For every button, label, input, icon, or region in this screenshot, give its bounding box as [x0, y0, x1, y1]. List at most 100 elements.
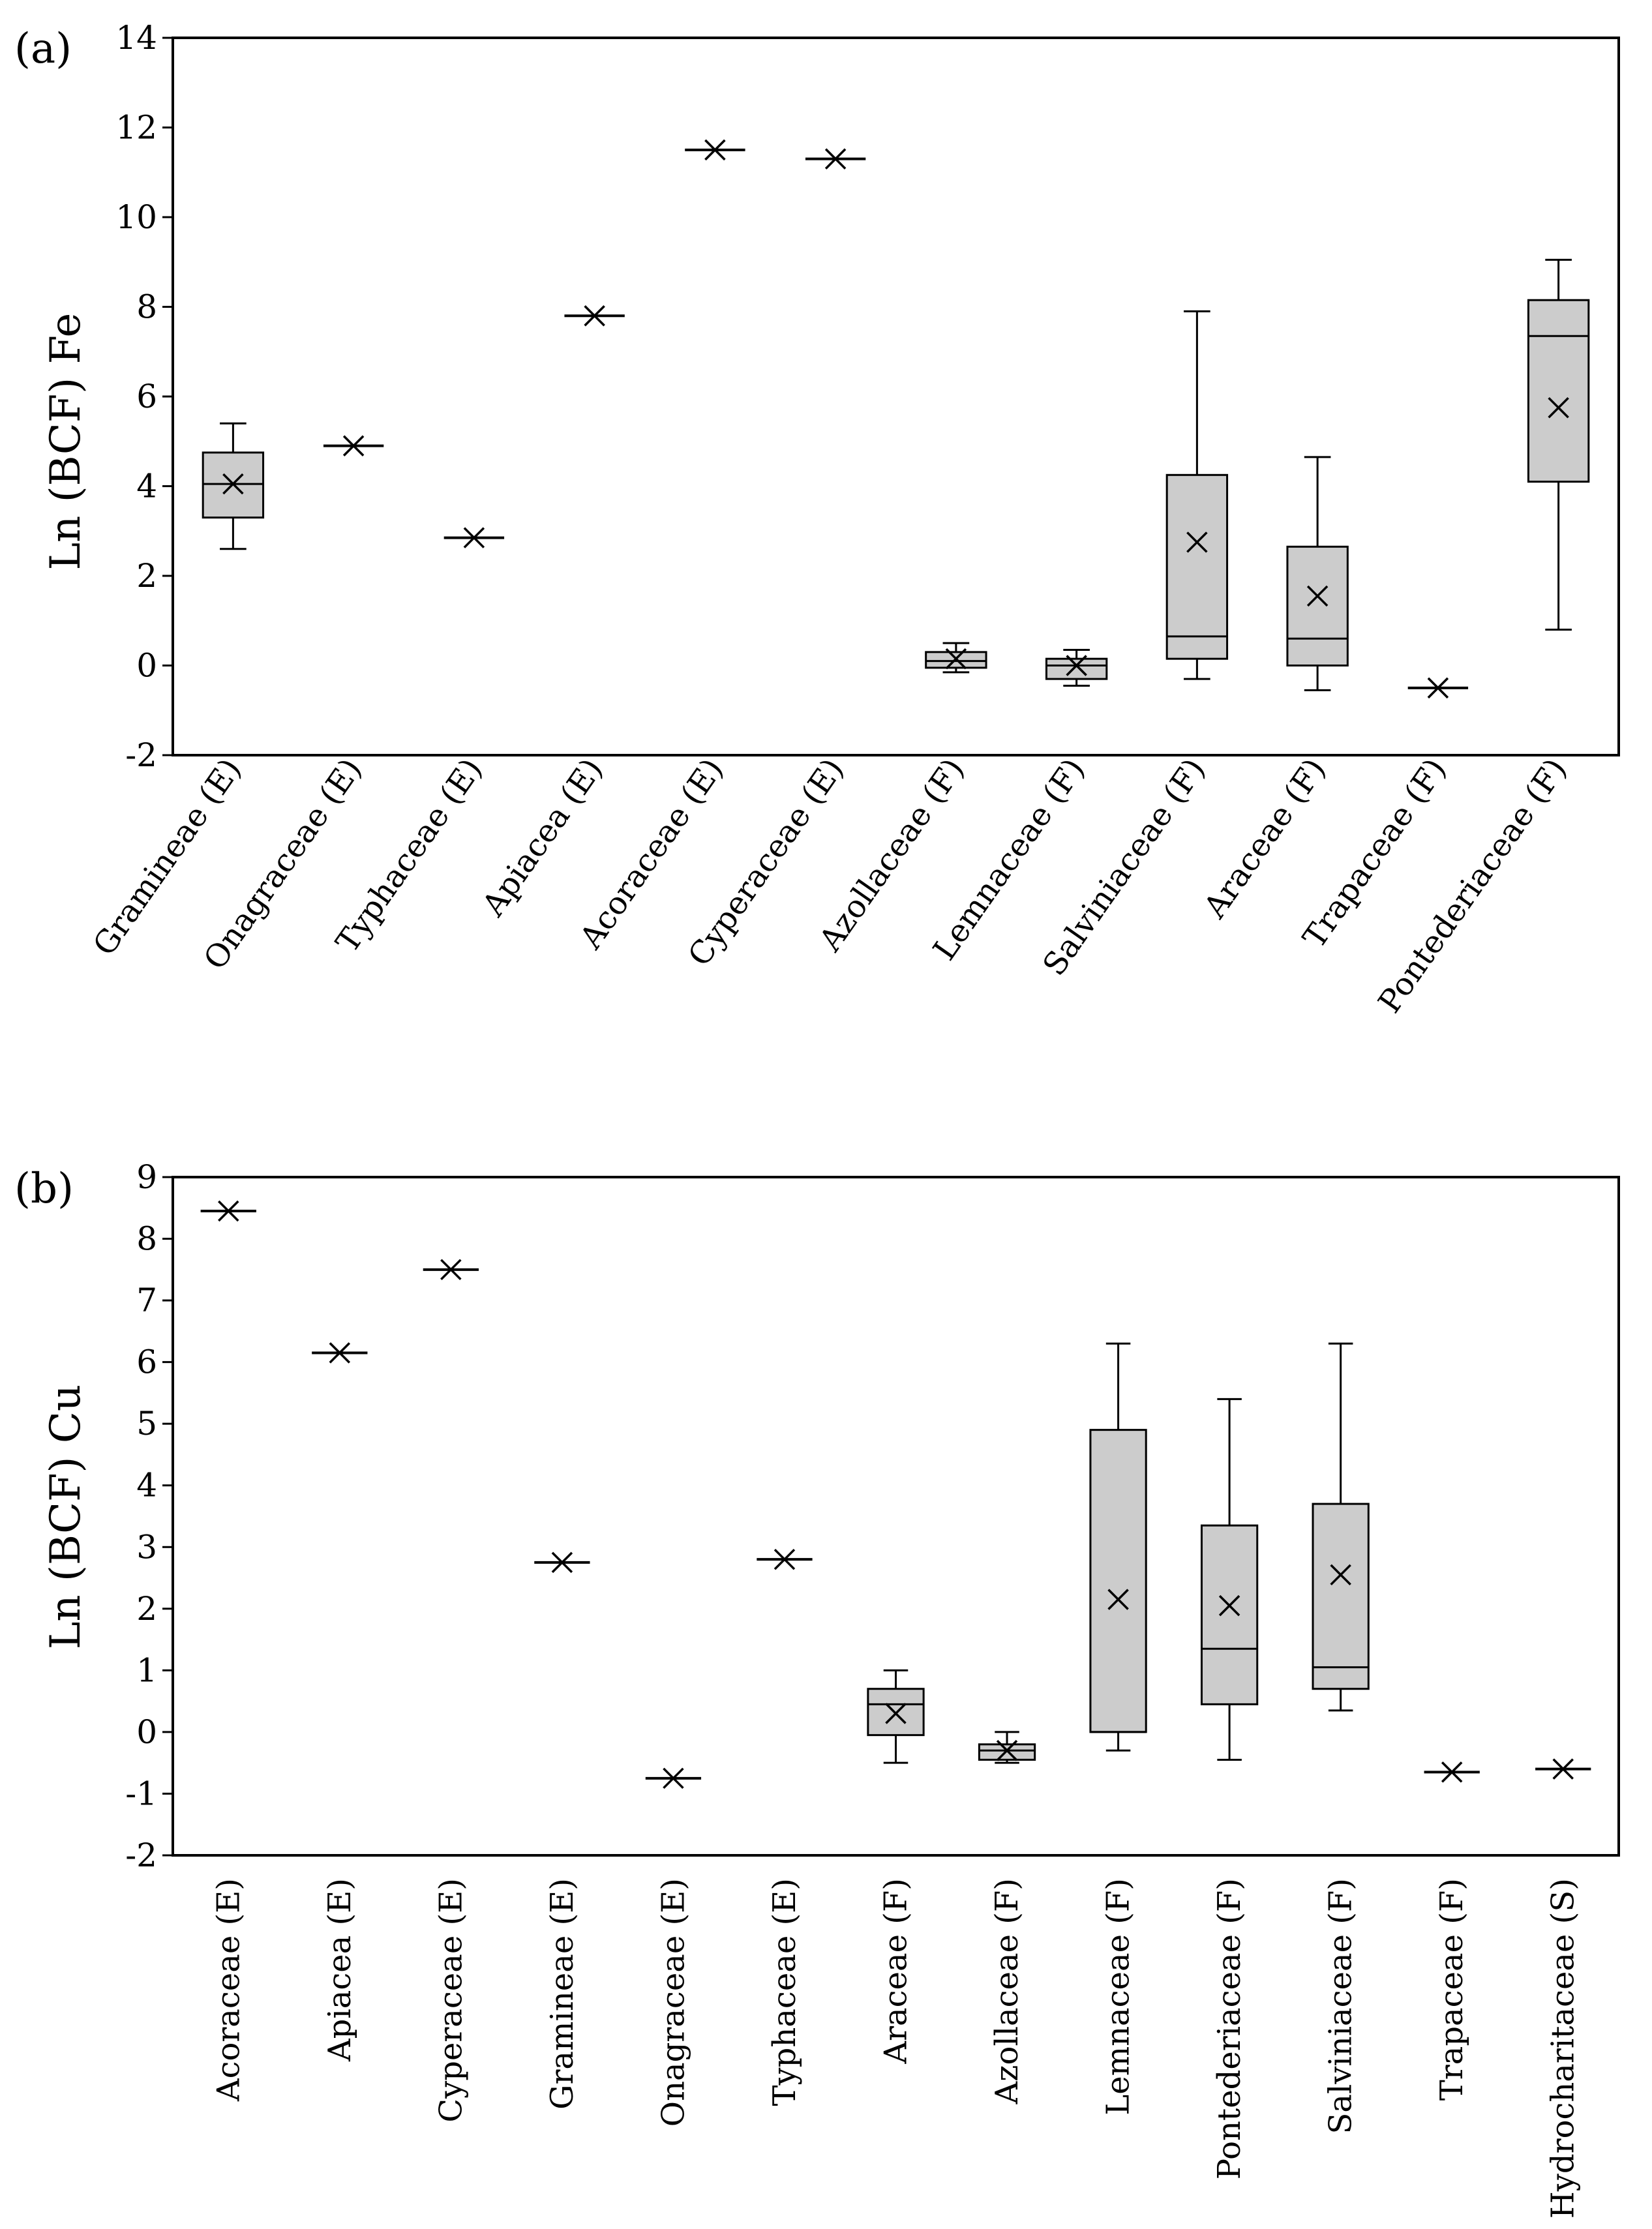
mean-marker-stroke [1066, 655, 1087, 676]
mean-marker-stroke [1441, 1761, 1463, 1783]
mean-marker-stroke [663, 1767, 684, 1789]
mean-marker-stroke [1186, 531, 1208, 553]
iqr-box [1286, 545, 1349, 666]
box-10 [1286, 456, 1349, 691]
iqr-box [1045, 657, 1108, 680]
x-tick-label: Acoraceae (E) [210, 1878, 247, 2102]
y-tick-label: 1 [136, 1651, 157, 1689]
mean-marker-stroke [1218, 1594, 1240, 1617]
x-tick-label: Apiacea (E) [475, 752, 610, 923]
x-tick-label: Hydrocharitaceae (S) [1545, 1878, 1582, 2219]
box-6 [757, 1548, 813, 1570]
y-tick-label: 9 [136, 1158, 157, 1196]
mean-marker-stroke [329, 1342, 351, 1364]
panel-b-boxes [200, 1200, 1591, 1789]
x-tick-label: Apiacea (E) [322, 1878, 358, 2062]
panel-a-label: (a) [14, 25, 72, 73]
panel-b-label: (b) [14, 1165, 74, 1213]
mean-marker-stroke [996, 1740, 1018, 1761]
box-3 [443, 527, 505, 548]
y-tick-label: 4 [136, 468, 157, 505]
x-tick-label: Araceae (F) [878, 1878, 914, 2065]
iqr-box [1165, 473, 1229, 660]
mean-marker-stroke [1552, 1758, 1574, 1780]
y-tick-label: 7 [136, 1281, 157, 1319]
x-tick-label: Cyperaceae (E) [432, 1878, 469, 2123]
panel-a-boxes [202, 139, 1590, 699]
x-tick-label: Onagraceae (E) [655, 1878, 691, 2127]
mean-marker-stroke [584, 305, 605, 327]
mean-marker-stroke [1548, 396, 1569, 419]
x-tick-label: Pontederiaceae (F) [1211, 1878, 1248, 2179]
mean-marker-stroke [824, 148, 847, 170]
y-tick-label: 2 [136, 557, 157, 595]
y-tick-label: 8 [136, 1220, 157, 1258]
mean-marker-stroke [773, 1548, 796, 1570]
iqr-box [1527, 299, 1590, 483]
y-tick-label: 10 [115, 198, 157, 236]
mean-marker-stroke [342, 435, 365, 456]
mean-marker-stroke [704, 139, 726, 161]
box-7 [925, 642, 987, 674]
y-tick-label: 8 [136, 288, 157, 326]
mean-marker-stroke [1427, 677, 1449, 699]
x-tick-label: Araceae (F) [1196, 752, 1333, 925]
y-tick-label: 14 [115, 19, 157, 57]
box-8 [1045, 648, 1108, 687]
y-tick-label: 0 [136, 1713, 157, 1751]
x-tick-label: Trapaceae (F) [1434, 1878, 1470, 2101]
y-tick-label: 4 [136, 1467, 157, 1504]
mean-marker-stroke [1330, 1564, 1351, 1586]
mean-marker-stroke [1107, 1589, 1129, 1610]
panel-a-plot-frame [172, 37, 1620, 756]
box-5 [645, 1767, 702, 1789]
panel-a-y-axis-label: Ln (BCF) Fe [42, 313, 90, 571]
box-1 [200, 1200, 256, 1222]
box-2 [323, 435, 384, 456]
mean-marker-stroke [222, 473, 244, 495]
box-11 [1407, 677, 1469, 699]
mean-marker-stroke [440, 1259, 462, 1281]
y-tick-label: -1 [125, 1774, 157, 1812]
panel-b-cu-chart: (b) Ln (BCF) Cu 9 8 7 6 5 4 3 2 1 0 -1 -2 Acoraceae… [14, 1158, 1620, 2219]
box-4 [534, 1551, 590, 1574]
y-tick-label: -2 [125, 736, 157, 774]
x-tick-label: Typhaceae (E) [766, 1878, 803, 2106]
panel-a-fe-chart: (a) Ln (BCF) Fe 14 12 10 8 6 4 2 0 -2 Gramineae … [14, 19, 1620, 1020]
y-tick-label: 6 [136, 1343, 157, 1381]
box-9 [1089, 1342, 1147, 1752]
mean-marker-stroke [1306, 585, 1329, 607]
box-6 [805, 148, 866, 170]
x-tick-label: Salviniaceae (F) [1323, 1878, 1359, 2134]
panel-b-x-ticks: Acoraceae (E) Apiacea (E) Cyperaceae (E) Gr… [210, 1878, 1581, 2219]
iqr-box [1312, 1503, 1370, 1690]
panel-b-y-axis-label: Ln (BCF) Cu [42, 1384, 90, 1649]
x-tick-label: Lemnaceae (F) [1100, 1878, 1137, 2116]
mean-marker-stroke [218, 1200, 239, 1222]
y-tick-label: 6 [136, 378, 157, 415]
box-7 [867, 1669, 925, 1764]
x-tick-label: Azollaceae (F) [989, 1878, 1025, 2105]
panel-a-x-ticks: Gramineae (E)Onagraceae (E)Typhaceae (E)… [86, 752, 1574, 1020]
x-tick-label: Gramineae (E) [544, 1878, 580, 2110]
y-tick-label: -2 [125, 1836, 157, 1874]
y-tick-label: 12 [115, 109, 157, 147]
box-9 [1165, 310, 1229, 680]
box-1 [202, 422, 265, 550]
box-11 [1312, 1342, 1370, 1712]
box-3 [423, 1259, 479, 1281]
mean-marker-stroke [551, 1551, 573, 1574]
box-2 [312, 1342, 368, 1364]
box-12 [1424, 1761, 1480, 1783]
iqr-box [1089, 1429, 1147, 1733]
y-tick-label: 5 [136, 1405, 157, 1443]
panel-a-y-ticks: 14 12 10 8 6 4 2 0 -2 [115, 19, 173, 774]
mean-marker-stroke [885, 1703, 907, 1724]
y-tick-label: 3 [136, 1528, 157, 1566]
box-10 [1200, 1398, 1259, 1761]
box-8 [978, 1731, 1036, 1764]
box-12 [1527, 258, 1590, 631]
mean-marker-stroke [945, 648, 967, 670]
y-tick-label: 2 [136, 1590, 157, 1628]
